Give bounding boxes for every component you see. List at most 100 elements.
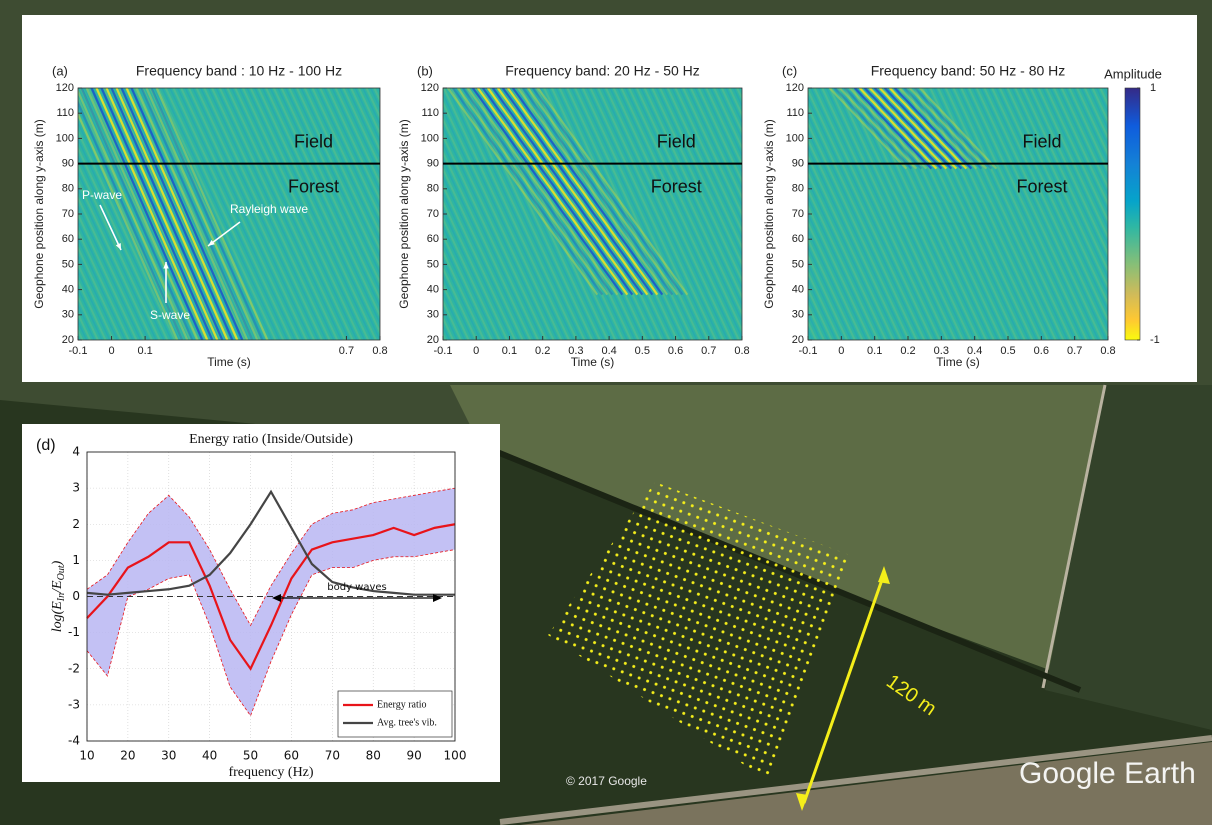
x-tick-label: 0.7 bbox=[339, 345, 354, 357]
y-axis-label-part: In bbox=[56, 593, 67, 602]
y-tick-label: 80 bbox=[62, 183, 74, 195]
y-tick-label: 60 bbox=[427, 233, 439, 245]
x-tick-label: 0.2 bbox=[900, 345, 915, 357]
x-tick-label: 0.6 bbox=[1034, 345, 1049, 357]
y-tick-label: -2 bbox=[68, 661, 80, 675]
x-tick-label: 0.8 bbox=[734, 345, 749, 357]
region-label: Forest bbox=[288, 176, 339, 196]
y-tick-label: 3 bbox=[72, 481, 80, 495]
y-tick-label: 100 bbox=[421, 132, 439, 144]
colorbar bbox=[1125, 88, 1140, 340]
x-tick-label: 90 bbox=[406, 749, 421, 763]
copyright: © 2017 Google bbox=[566, 774, 647, 788]
colorbar-tick-label: 1 bbox=[1150, 82, 1156, 94]
y-tick-label: 100 bbox=[56, 132, 74, 144]
y-tick-label: 50 bbox=[62, 258, 74, 270]
legend-label: Avg. tree's vib. bbox=[377, 717, 437, 728]
y-axis-label-part: Out bbox=[56, 565, 67, 580]
y-tick-label: 30 bbox=[427, 309, 439, 321]
y-tick-label: 1 bbox=[72, 553, 80, 567]
x-tick-label: 80 bbox=[366, 749, 381, 763]
x-tick-label: -0.1 bbox=[799, 345, 818, 357]
y-tick-label: -1 bbox=[68, 625, 80, 639]
y-tick-label: 70 bbox=[427, 208, 439, 220]
y-tick-label: 40 bbox=[427, 284, 439, 296]
wavefield bbox=[808, 88, 1108, 340]
panel-title: Frequency band: 20 Hz - 50 Hz bbox=[505, 63, 700, 79]
panel-label: (d) bbox=[36, 437, 56, 454]
x-tick-label: 0.5 bbox=[635, 345, 650, 357]
region-label: Field bbox=[657, 131, 696, 151]
colorbar-label: Amplitude bbox=[1104, 66, 1162, 81]
y-tick-label: 0 bbox=[72, 589, 80, 603]
y-tick-label: 110 bbox=[56, 107, 74, 119]
y-tick-label: 30 bbox=[62, 309, 74, 321]
x-tick-label: -0.1 bbox=[69, 345, 88, 357]
x-tick-label: 0.7 bbox=[1067, 345, 1082, 357]
x-tick-label: 50 bbox=[243, 749, 258, 763]
y-tick-label: 110 bbox=[786, 107, 804, 119]
x-tick-label: 0.8 bbox=[1100, 345, 1115, 357]
page: (a)Frequency band : 10 Hz - 100 Hz203040… bbox=[0, 0, 1212, 825]
x-tick-label: 0 bbox=[108, 345, 114, 357]
x-axis-label: Time (s) bbox=[207, 355, 251, 369]
x-tick-label: 0.8 bbox=[372, 345, 387, 357]
y-axis-label: Geophone position along y-axis (m) bbox=[32, 119, 46, 308]
y-axis-label-part: /E bbox=[50, 580, 65, 594]
x-tick-label: 0.1 bbox=[137, 345, 152, 357]
y-tick-label: 40 bbox=[62, 284, 74, 296]
y-tick-label: 90 bbox=[792, 158, 804, 170]
x-tick-label: 30 bbox=[161, 749, 176, 763]
x-tick-label: -0.1 bbox=[434, 345, 453, 357]
wave-annotation: P-wave bbox=[82, 188, 122, 202]
y-tick-label: 110 bbox=[421, 107, 439, 119]
y-axis-label-part: log(E bbox=[50, 601, 65, 633]
panel-label: (c) bbox=[782, 63, 797, 78]
x-tick-label: 10 bbox=[79, 749, 94, 763]
y-tick-label: 100 bbox=[786, 132, 804, 144]
colorbar-tick-label: -1 bbox=[1150, 334, 1160, 346]
legend-label: Energy ratio bbox=[377, 699, 427, 710]
region-label: Forest bbox=[1016, 176, 1067, 196]
wave-annotation: S-wave bbox=[150, 308, 190, 322]
y-axis-label-part: ) bbox=[50, 560, 65, 566]
y-axis-label: Geophone position along y-axis (m) bbox=[762, 119, 776, 308]
y-tick-label: 50 bbox=[427, 258, 439, 270]
annotation: body waves bbox=[327, 582, 387, 593]
chart-title: Energy ratio (Inside/Outside) bbox=[189, 432, 353, 447]
panel-title: Frequency band: 50 Hz - 80 Hz bbox=[871, 63, 1066, 79]
y-tick-label: -4 bbox=[68, 734, 80, 748]
region-label: Field bbox=[1022, 131, 1061, 151]
y-tick-label: 120 bbox=[56, 82, 74, 94]
brand: Google Earth bbox=[1019, 757, 1196, 790]
y-tick-label: 60 bbox=[62, 233, 74, 245]
x-tick-label: 70 bbox=[325, 749, 340, 763]
x-tick-label: 0.1 bbox=[867, 345, 882, 357]
x-tick-label: 0 bbox=[473, 345, 479, 357]
y-tick-label: 70 bbox=[62, 208, 74, 220]
x-tick-label: 40 bbox=[202, 749, 217, 763]
figure: (a)Frequency band : 10 Hz - 100 Hz203040… bbox=[0, 0, 1212, 825]
y-tick-label: 2 bbox=[72, 517, 80, 531]
region-label: Field bbox=[294, 131, 333, 151]
y-tick-label: 90 bbox=[427, 158, 439, 170]
wavefield-background bbox=[443, 88, 742, 340]
x-tick-label: 0.6 bbox=[668, 345, 683, 357]
y-tick-label: 80 bbox=[792, 183, 804, 195]
x-tick-label: 0.5 bbox=[1000, 345, 1015, 357]
wavefield bbox=[67, 88, 380, 340]
y-tick-label: 70 bbox=[792, 208, 804, 220]
wavefield bbox=[443, 88, 742, 340]
y-tick-label: 30 bbox=[792, 309, 804, 321]
region-label: Forest bbox=[651, 176, 702, 196]
y-tick-label: 90 bbox=[62, 158, 74, 170]
y-tick-label: -3 bbox=[68, 697, 80, 711]
panel-label: (a) bbox=[52, 63, 68, 78]
y-tick-label: 50 bbox=[792, 258, 804, 270]
x-tick-label: 0.1 bbox=[502, 345, 517, 357]
y-tick-label: 80 bbox=[427, 183, 439, 195]
x-tick-label: 0 bbox=[838, 345, 844, 357]
x-axis-label: frequency (Hz) bbox=[228, 765, 313, 780]
legend-box bbox=[338, 691, 452, 737]
x-tick-label: 60 bbox=[284, 749, 299, 763]
